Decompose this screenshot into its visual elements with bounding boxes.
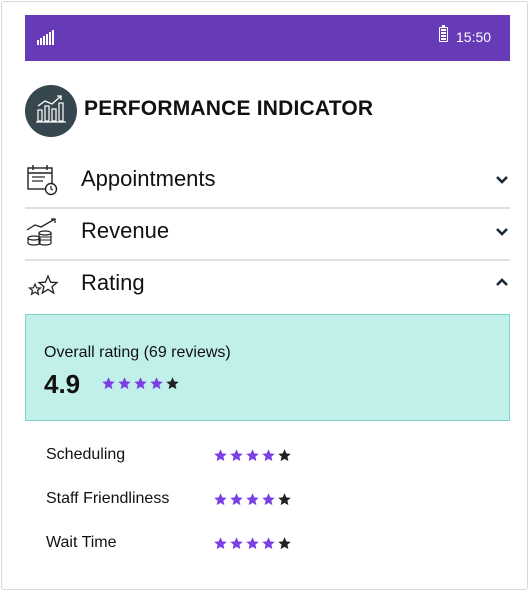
rating-category-row: Wait Time	[46, 534, 346, 558]
star-rating	[213, 448, 292, 463]
star-rating	[213, 536, 292, 551]
star-filled-icon	[262, 537, 275, 550]
star-filled-icon	[246, 449, 259, 462]
star-filled-icon	[118, 377, 131, 390]
accordion-label: Rating	[81, 270, 145, 295]
star-filled-icon	[134, 377, 147, 390]
star-empty-icon	[278, 537, 291, 550]
star-empty-icon	[278, 449, 291, 462]
overall-rating-caption: Overall rating (69 reviews)	[44, 344, 231, 361]
coins-growth-icon	[25, 216, 61, 248]
star-rating	[101, 376, 180, 391]
star-filled-icon	[230, 537, 243, 550]
chevron-down-icon[interactable]	[494, 224, 510, 236]
star-filled-icon	[230, 493, 243, 506]
rating-category-row: Scheduling	[46, 446, 346, 470]
calendar-clock-icon	[25, 164, 61, 196]
overall-rating-score: 4.9	[44, 369, 81, 399]
star-filled-icon	[214, 493, 227, 506]
accordion-rating[interactable]: Rating	[25, 260, 510, 310]
star-filled-icon	[150, 377, 163, 390]
star-filled-icon	[246, 493, 259, 506]
overall-rating-panel: Overall rating (69 reviews) 4.9	[25, 314, 510, 421]
star-filled-icon	[102, 377, 115, 390]
star-filled-icon	[230, 449, 243, 462]
signal-icon	[37, 29, 54, 45]
rating-category-name: Wait Time	[46, 534, 117, 551]
star-filled-icon	[262, 493, 275, 506]
star-filled-icon	[246, 537, 259, 550]
accordion-revenue[interactable]: Revenue	[25, 208, 510, 258]
status-time: 15:50	[456, 29, 492, 45]
star-filled-icon	[214, 449, 227, 462]
rating-category-name: Staff Friendliness	[46, 490, 170, 507]
star-empty-icon	[278, 493, 291, 506]
chevron-down-icon[interactable]	[494, 172, 510, 184]
star-rating	[213, 492, 292, 507]
status-bar: 15:50	[25, 15, 510, 61]
page-title: PERFORMANCE INDICATOR	[84, 97, 374, 120]
chevron-up-icon[interactable]	[494, 276, 510, 288]
stars-icon	[25, 268, 61, 300]
accordion-appointments[interactable]: Appointments	[25, 156, 510, 206]
accordion-label: Appointments	[81, 166, 216, 191]
star-empty-icon	[166, 377, 179, 390]
divider	[25, 259, 510, 261]
divider	[25, 207, 510, 209]
rating-category-name: Scheduling	[46, 446, 126, 463]
battery-icon	[439, 25, 448, 42]
star-filled-icon	[262, 449, 275, 462]
accordion-label: Revenue	[81, 218, 170, 243]
performance-chart-icon	[25, 85, 77, 137]
rating-category-row: Staff Friendliness	[46, 490, 346, 514]
star-filled-icon	[214, 537, 227, 550]
